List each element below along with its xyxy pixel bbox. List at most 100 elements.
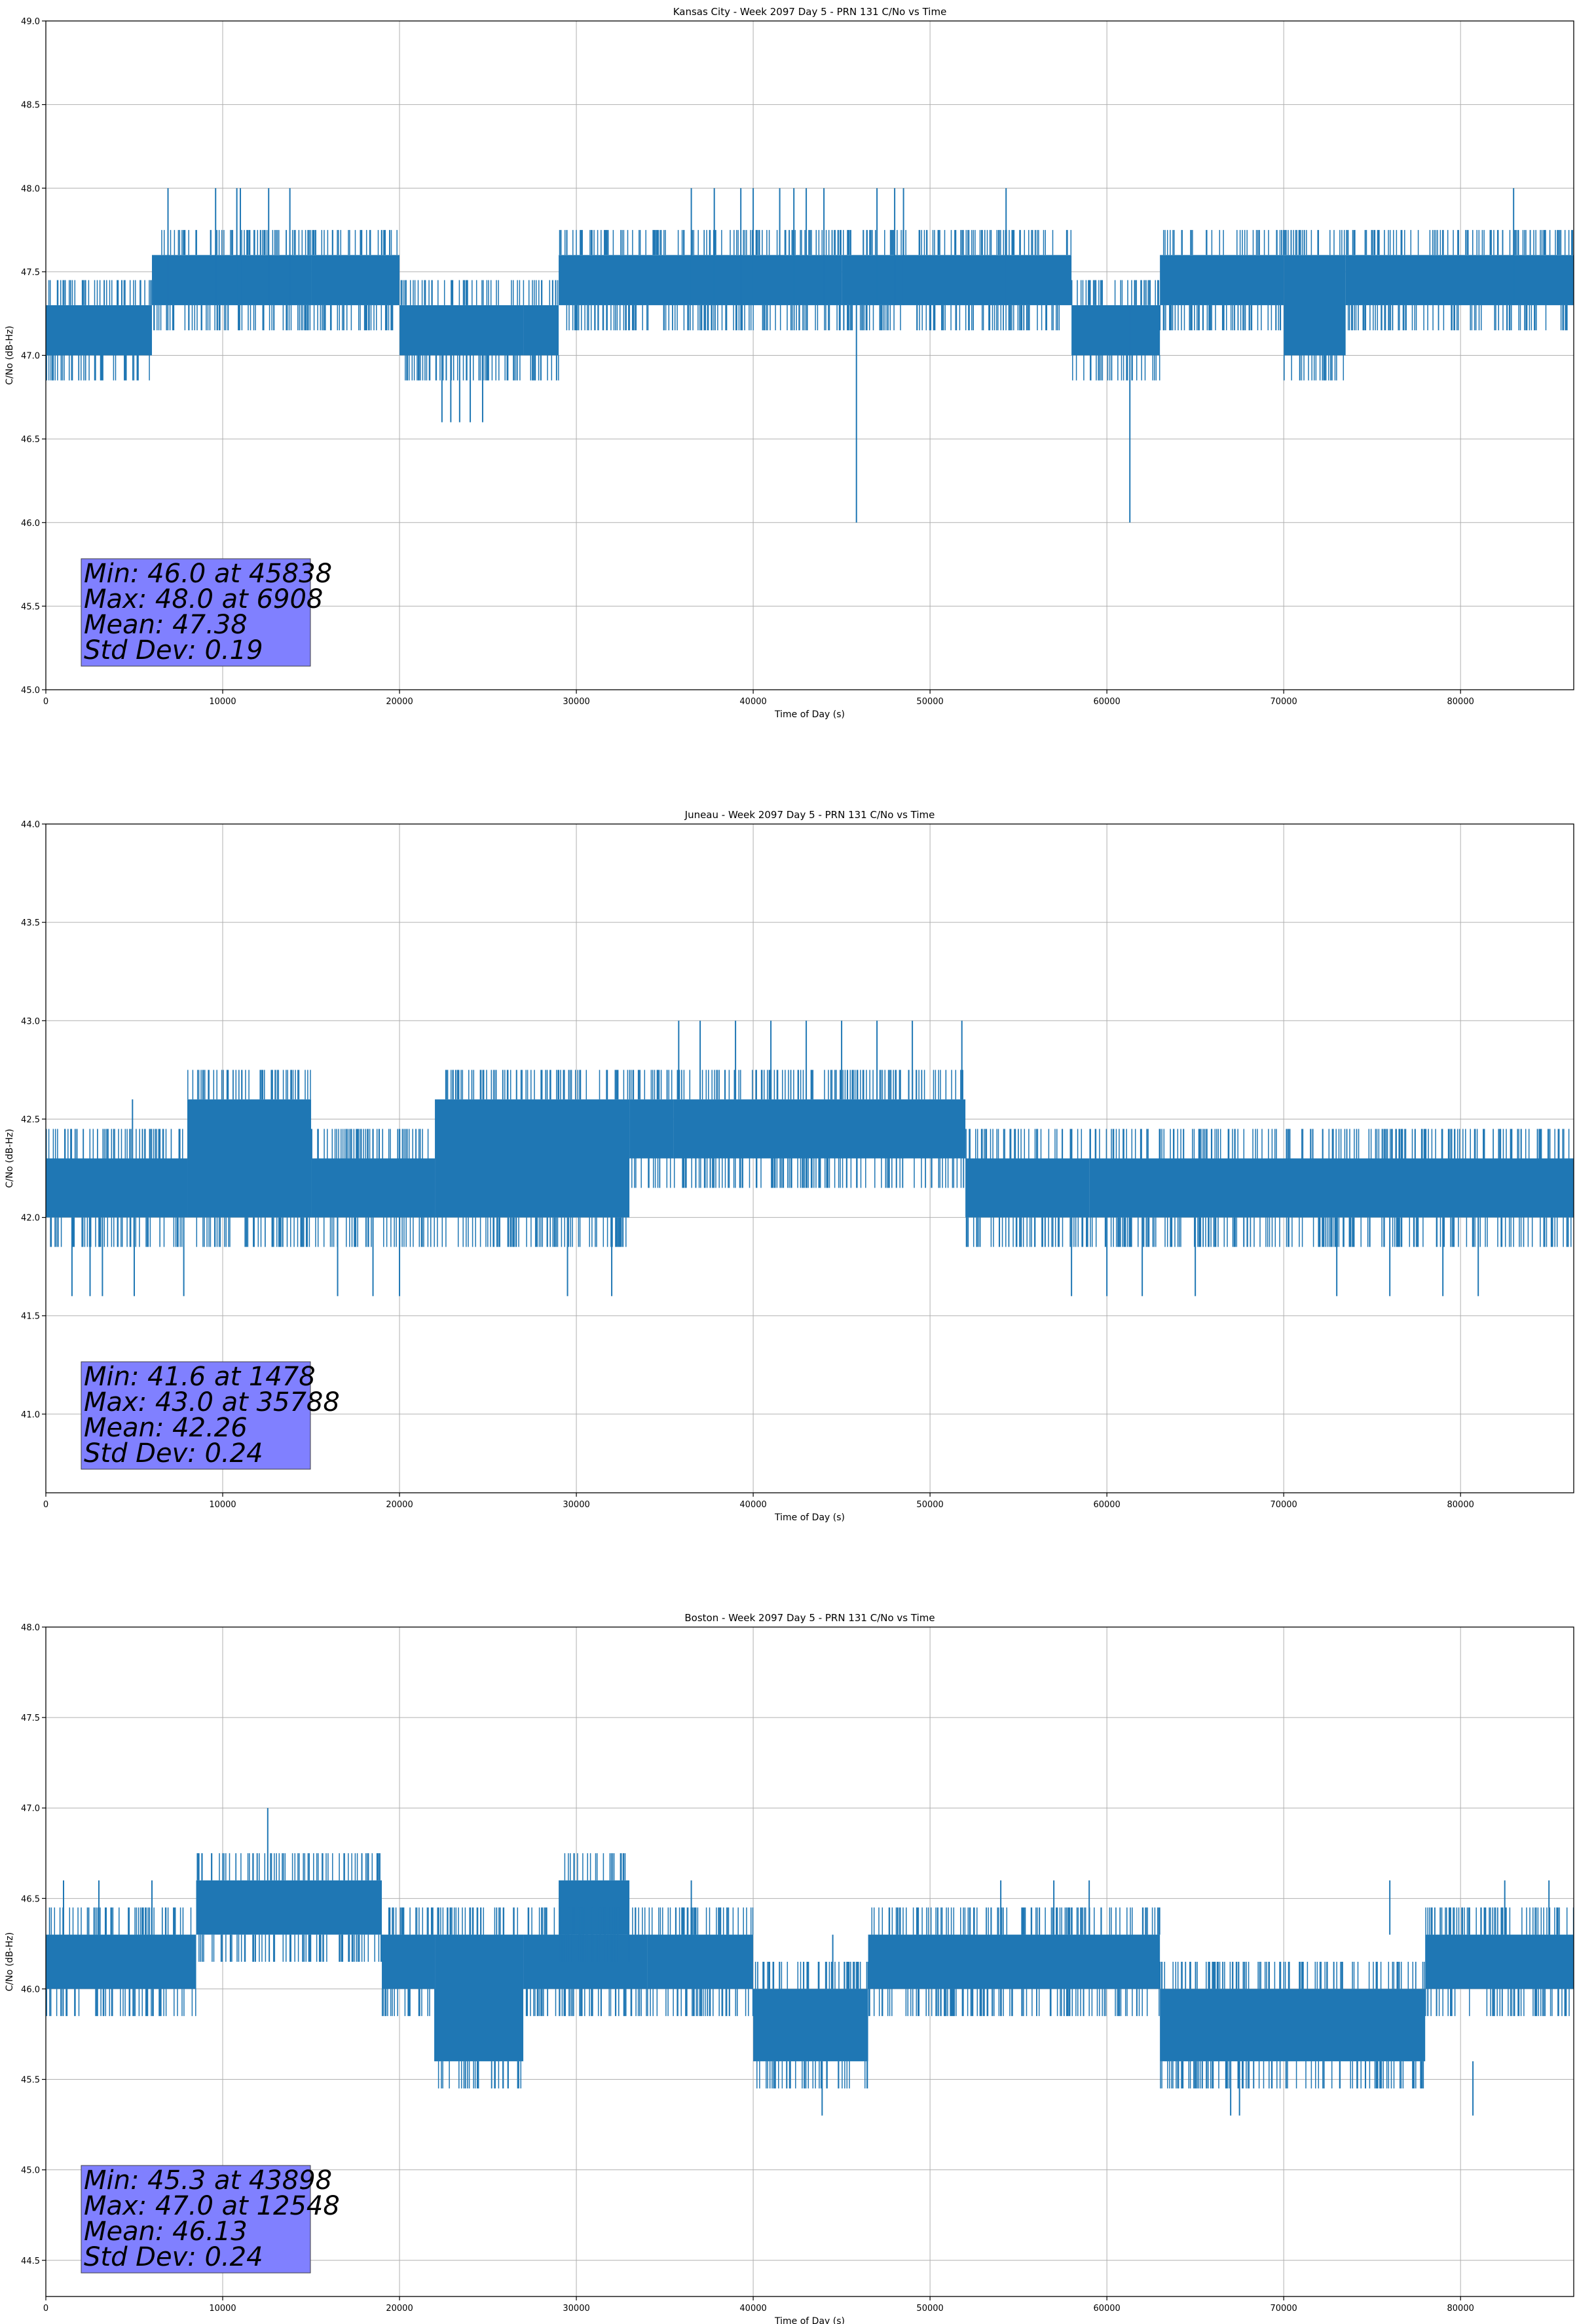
data-band-8	[753, 1989, 868, 2061]
y-tick-label: 44.5	[21, 2257, 40, 2266]
x-tick-label: 60000	[1093, 697, 1120, 707]
data-series	[46, 1021, 1574, 1296]
x-tick-label: 0	[43, 697, 48, 707]
data-band-5	[523, 305, 559, 356]
y-tick-label: 45.0	[21, 2166, 40, 2176]
stats-box	[81, 1361, 311, 1470]
data-band-2	[152, 255, 312, 305]
x-tick-label: 80000	[1447, 1500, 1474, 1510]
x-tick-label: 10000	[209, 697, 236, 707]
data-band-7	[842, 255, 1072, 305]
y-tick-label: 48.0	[21, 184, 40, 194]
data-band-3	[311, 255, 400, 305]
x-tick-label: 70000	[1270, 697, 1297, 707]
y-tick-label: 47.0	[21, 1804, 40, 1814]
x-tick-label: 20000	[386, 697, 413, 707]
data-band-8	[1089, 1158, 1574, 1218]
x-tick-label: 30000	[563, 697, 589, 707]
y-tick-label: 41.0	[21, 1410, 40, 1420]
data-band-9	[868, 1934, 1160, 1989]
data-band-4	[435, 1934, 524, 2061]
stats-box	[81, 558, 311, 667]
x-tick-label: 70000	[1270, 1500, 1297, 1510]
x-tick-label: 50000	[916, 697, 943, 707]
x-tick-label: 60000	[1093, 2304, 1120, 2314]
data-texture	[46, 230, 1574, 381]
stats-line-1: Min: 46.0 at 45838	[84, 559, 332, 589]
stats-line-4: Std Dev: 0.19	[84, 635, 263, 665]
stats-line-3: Mean: 46.13	[84, 2217, 248, 2247]
chart-panel-3: Boston - Week 2097 Day 5 - PRN 131 C/No …	[5, 1612, 1574, 2324]
x-tick-label: 60000	[1093, 1500, 1120, 1510]
stats-line-2: Max: 47.0 at 12548	[84, 2191, 340, 2221]
stats-line-1: Min: 45.3 at 43898	[84, 2165, 332, 2196]
stats-line-4: Std Dev: 0.24	[84, 1438, 263, 1469]
stats-line-1: Min: 41.6 at 1478	[84, 1362, 316, 1392]
data-band-7	[647, 1934, 754, 1989]
y-tick-label: 49.0	[21, 17, 40, 27]
stats-box	[81, 2165, 311, 2274]
stats-line-3: Mean: 47.38	[84, 610, 248, 640]
data-series	[46, 188, 1574, 523]
x-tick-label: 80000	[1447, 2304, 1474, 2314]
data-band-2	[196, 1880, 382, 1935]
x-tick-label: 0	[43, 2304, 48, 2314]
data-band-3	[382, 1934, 436, 1989]
y-tick-label: 43.0	[21, 1017, 40, 1026]
y-tick-label: 48.0	[21, 1623, 40, 1633]
stats-line-2: Max: 43.0 at 35788	[84, 1387, 340, 1417]
data-band-10	[1284, 255, 1346, 356]
y-tick-label: 47.0	[21, 352, 40, 362]
data-series	[46, 1808, 1574, 2116]
chart-panel-2: Juneau - Week 2097 Day 5 - PRN 131 C/No …	[5, 809, 1574, 1523]
data-texture	[46, 1853, 1574, 2089]
y-tick-label: 47.5	[21, 1714, 40, 1723]
y-tick-label: 46.5	[21, 1894, 40, 1904]
stats-line-3: Mean: 42.26	[84, 1413, 248, 1443]
x-tick-label: 70000	[1270, 2304, 1297, 2314]
y-tick-label: 45.0	[21, 686, 40, 696]
x-tick-label: 40000	[739, 2304, 766, 2314]
stats-line-4: Std Dev: 0.24	[84, 2242, 263, 2272]
x-tick-label: 40000	[739, 697, 766, 707]
data-band-8	[1071, 305, 1160, 356]
data-band-4	[399, 305, 524, 356]
x-tick-label: 40000	[739, 1500, 766, 1510]
x-tick-label: 10000	[209, 1500, 236, 1510]
y-tick-label: 48.5	[21, 101, 40, 111]
y-axis-label: C/No (dB-Hz)	[5, 326, 15, 384]
data-band-1	[46, 1158, 188, 1218]
axes-frame	[45, 823, 1574, 1493]
y-tick-label: 46.0	[21, 519, 40, 529]
data-band-2	[187, 1099, 312, 1218]
y-tick-label: 45.5	[21, 602, 40, 612]
chart-title: Kansas City - Week 2097 Day 5 - PRN 131 …	[673, 6, 947, 18]
x-tick-label: 50000	[916, 1500, 943, 1510]
data-band-7	[965, 1158, 1090, 1218]
y-axis-label: C/No (dB-Hz)	[5, 1932, 15, 1991]
data-band-11	[1425, 1934, 1574, 1989]
y-tick-label: 46.5	[21, 435, 40, 445]
stats-line-2: Max: 48.0 at 6908	[84, 584, 323, 614]
y-axis-label: C/No (dB-Hz)	[5, 1129, 15, 1188]
x-axis-label: Time of Day (s)	[774, 2316, 845, 2324]
data-band-6	[673, 1099, 966, 1159]
data-band-5	[523, 1934, 648, 1989]
data-band-4	[435, 1099, 630, 1218]
y-tick-label: 45.5	[21, 2076, 40, 2086]
data-band-9	[1160, 255, 1284, 305]
data-band-11	[1345, 255, 1574, 305]
y-tick-label: 44.0	[21, 820, 40, 830]
axes-frame	[45, 1626, 1574, 2297]
x-tick-label: 0	[43, 1500, 48, 1510]
data-band-6	[559, 255, 842, 305]
y-tick-label: 47.5	[21, 268, 40, 278]
x-axis-label: Time of Day (s)	[774, 1512, 845, 1523]
y-tick-label: 43.5	[21, 918, 40, 928]
chart-title: Juneau - Week 2097 Day 5 - PRN 131 C/No …	[684, 809, 935, 821]
x-tick-label: 80000	[1447, 697, 1474, 707]
data-band-1	[46, 1934, 196, 1989]
x-tick-label: 20000	[386, 2304, 413, 2314]
y-tick-label: 42.5	[21, 1115, 40, 1125]
